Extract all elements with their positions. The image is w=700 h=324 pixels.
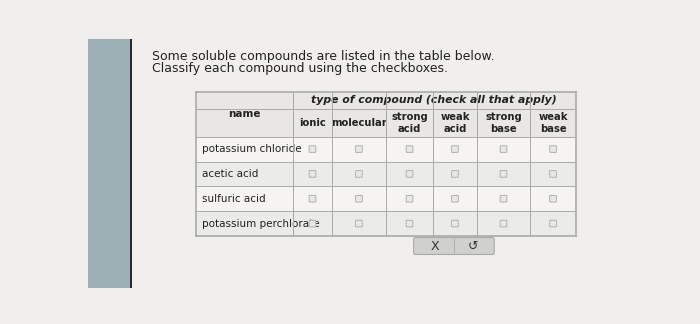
Text: Some soluble compounds are listed in the table below.: Some soluble compounds are listed in the…: [152, 50, 494, 63]
Bar: [88, 39, 130, 288]
FancyBboxPatch shape: [309, 220, 316, 227]
FancyBboxPatch shape: [452, 171, 458, 177]
FancyBboxPatch shape: [500, 220, 507, 227]
FancyBboxPatch shape: [452, 195, 458, 202]
Text: sulfuric acid: sulfuric acid: [202, 194, 266, 204]
Text: ↺: ↺: [468, 239, 479, 252]
FancyBboxPatch shape: [406, 146, 413, 152]
FancyBboxPatch shape: [309, 195, 316, 202]
Text: strong
acid: strong acid: [391, 112, 428, 133]
FancyBboxPatch shape: [309, 146, 316, 152]
FancyBboxPatch shape: [550, 220, 556, 227]
Text: molecular: molecular: [331, 118, 387, 128]
FancyBboxPatch shape: [356, 171, 363, 177]
FancyBboxPatch shape: [356, 220, 363, 227]
FancyBboxPatch shape: [500, 146, 507, 152]
Text: weak
base: weak base: [538, 112, 568, 133]
FancyBboxPatch shape: [406, 195, 413, 202]
Text: potassium chloride: potassium chloride: [202, 144, 302, 154]
Text: strong
base: strong base: [485, 112, 522, 133]
Bar: [196, 161, 575, 186]
FancyBboxPatch shape: [550, 146, 556, 152]
FancyBboxPatch shape: [550, 195, 556, 202]
FancyBboxPatch shape: [356, 146, 363, 152]
Bar: [196, 92, 575, 236]
FancyBboxPatch shape: [452, 220, 458, 227]
Bar: [130, 39, 132, 288]
FancyBboxPatch shape: [550, 171, 556, 177]
Bar: [196, 109, 575, 137]
FancyBboxPatch shape: [452, 146, 458, 152]
FancyBboxPatch shape: [406, 220, 413, 227]
Bar: [196, 92, 575, 109]
Bar: [196, 137, 575, 161]
Text: name: name: [228, 109, 260, 119]
FancyBboxPatch shape: [406, 171, 413, 177]
Text: potassium perchlorate: potassium perchlorate: [202, 219, 320, 229]
Text: Classify each compound using the checkboxes.: Classify each compound using the checkbo…: [152, 62, 448, 75]
FancyBboxPatch shape: [500, 195, 507, 202]
Text: acetic acid: acetic acid: [202, 169, 258, 179]
Text: X: X: [430, 239, 439, 252]
Text: type of compound (check all that apply): type of compound (check all that apply): [312, 96, 557, 106]
FancyBboxPatch shape: [309, 171, 316, 177]
Text: weak
acid: weak acid: [440, 112, 470, 133]
FancyBboxPatch shape: [500, 171, 507, 177]
Text: ionic: ionic: [299, 118, 326, 128]
Bar: [196, 186, 575, 211]
FancyBboxPatch shape: [356, 195, 363, 202]
Bar: [196, 211, 575, 236]
FancyBboxPatch shape: [414, 237, 494, 254]
